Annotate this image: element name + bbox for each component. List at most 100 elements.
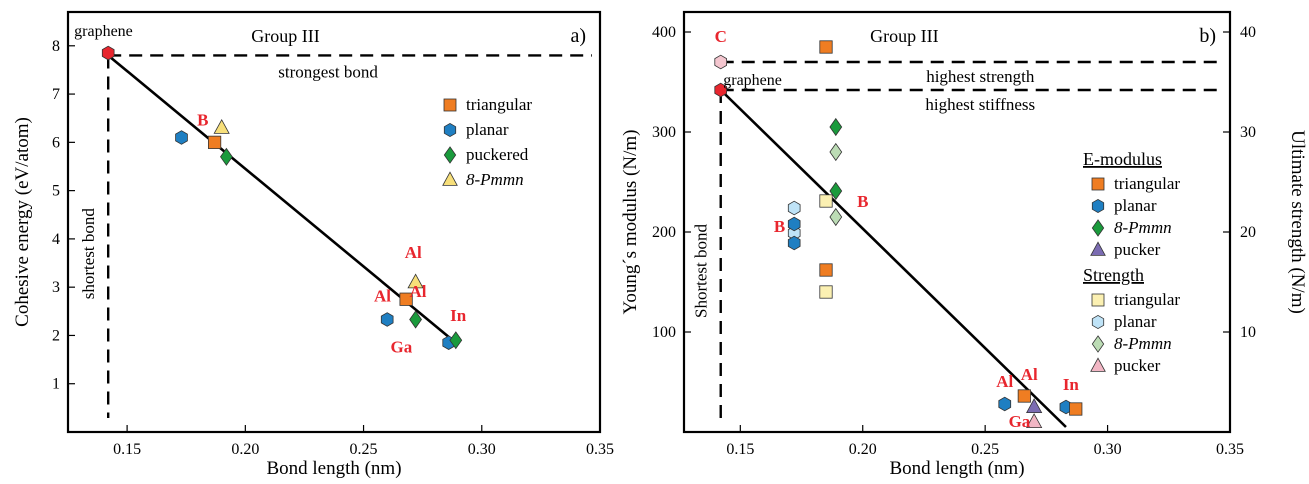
legend-label: 8-Pmmn (466, 170, 524, 189)
y-tick-label: 8 (52, 38, 60, 55)
x-tick-label: 0.20 (231, 441, 259, 458)
point-label: Al (374, 287, 391, 306)
x-axis-label: Bond length (nm) (266, 458, 401, 479)
data-point-s-pucker (1026, 413, 1043, 429)
x-tick-label: 0.30 (1094, 441, 1122, 458)
y-tick-label: 200 (652, 224, 676, 241)
y-tick-label: 2 (52, 327, 60, 344)
plot-frame (682, 10, 1232, 434)
legend-label: planar (1114, 312, 1157, 331)
y-tick-label: 4 (52, 231, 60, 248)
y-tick-label: 7 (52, 86, 60, 103)
y-axis-label: Cohesive energy (eV/atom) (12, 117, 33, 327)
data-point-triangular (207, 135, 222, 149)
point-label: Al (996, 372, 1013, 391)
data-point-puckered (449, 331, 463, 350)
panel-label: a) (570, 25, 586, 47)
legend-label: planar (466, 120, 509, 139)
legend-marker (1091, 335, 1105, 353)
data-point-e-8-pmmn (829, 117, 843, 137)
point-label: graphene (723, 72, 782, 89)
legend-label: triangular (466, 95, 532, 114)
x-tick-label: 0.35 (586, 441, 614, 458)
y2-tick-label: 10 (1240, 324, 1256, 341)
legend-marker (1091, 177, 1105, 191)
data-point-e-8-pmmn (829, 181, 843, 201)
y2-tick-label: 30 (1240, 124, 1256, 141)
point-label: Al (405, 243, 422, 262)
y-axis-label: Young´s modulus (N/m) (620, 130, 641, 315)
x-tick-label: 0.35 (1216, 441, 1244, 458)
legend-label: planar (1114, 196, 1157, 215)
panel-label: b) (1199, 25, 1216, 47)
shortest-bond-label: shortest bond (79, 208, 98, 300)
y2-tick-label: 20 (1240, 224, 1256, 241)
legend-marker (443, 122, 457, 138)
x-tick-label: 0.15 (113, 441, 141, 458)
data-point-e-planar (998, 396, 1012, 412)
data-point-planar (380, 312, 394, 327)
y-tick-label: 3 (52, 279, 60, 296)
legend-marker (443, 98, 457, 112)
data-point-e-planar (787, 235, 801, 251)
data-point-e-triangular (1017, 389, 1031, 403)
data-point-8-pmmn (407, 273, 424, 289)
point-label: graphene (74, 23, 133, 40)
data-point-s-8-pmmn (829, 142, 843, 162)
data-point-e-triangular (819, 40, 833, 54)
shortest-bond-label: Shortest bond (692, 224, 711, 318)
y-tick-label: 1 (52, 376, 60, 393)
point-label: In (1063, 375, 1080, 394)
group-label: Group III (870, 26, 938, 46)
chart-youngs-modulus: 0.15 0.20 0.25 0.30 0.35 100 200 300 400 10 20 30 40… (620, 10, 1308, 479)
point-label: B (197, 110, 208, 129)
legend-label: puckered (466, 145, 529, 164)
legend-marker (1090, 241, 1106, 256)
legend-label: pucker (1114, 240, 1161, 259)
plot-frame (66, 10, 602, 434)
x-tick-label: 0.15 (726, 441, 754, 458)
x-tick-label: 0.25 (350, 441, 378, 458)
legend-section-title: E-modulus (1083, 149, 1162, 169)
y-tick-label: 6 (52, 134, 60, 151)
x-tick-label: 0.25 (971, 441, 999, 458)
group-label: Group III (251, 26, 319, 46)
data-point-c-strength (714, 54, 727, 70)
data-point-s-8-pmmn (829, 207, 843, 227)
point-label: B (857, 192, 868, 211)
data-point-e-pucker (1026, 398, 1043, 414)
data-point-e-planar (787, 216, 801, 232)
strongest-bond-label: strongest bond (278, 62, 378, 81)
y2-tick-label: 40 (1240, 24, 1256, 41)
data-point-triangular (399, 292, 413, 306)
y-tick-label: 100 (652, 324, 676, 341)
reference-label: highest stiffness (925, 95, 1035, 114)
legend-marker (1091, 198, 1105, 214)
data-point-planar (175, 130, 188, 145)
data-point-graphene (101, 45, 115, 61)
legend-a: triangular planar puckered 8-Pmmn (442, 95, 532, 189)
point-label: Al (409, 282, 426, 301)
legend-label: pucker (1114, 356, 1161, 375)
legend-marker (1091, 219, 1105, 237)
legend-marker (1091, 314, 1105, 330)
trend-line (107, 54, 457, 344)
y-tick-label: 400 (652, 24, 676, 41)
data-point-8-pmmn (213, 118, 230, 134)
data-point-e-triangular (1069, 402, 1083, 416)
legend-label: triangular (1114, 290, 1180, 309)
data-point-s-planar (787, 200, 801, 216)
y2-axis-label: Ultimate strength (N/m) (1287, 130, 1308, 314)
legend-section-title: Strength (1083, 265, 1144, 285)
x-tick-label: 0.30 (468, 441, 496, 458)
chart-cohesive-energy: 0.15 0.20 0.25 0.30 0.35 1 2 3 4 5 6 7 8 Bond length … (12, 10, 614, 479)
legend-b: E-modulus triangular planar 8-Pmmn pucker Str… (1083, 149, 1180, 375)
y-tick-label: 5 (52, 183, 60, 200)
y-tick-label: 300 (652, 124, 676, 141)
data-point-e-triangular (819, 263, 833, 277)
point-label: Ga (1009, 412, 1031, 431)
reference-label: highest strength (926, 67, 1035, 86)
x-axis-label: Bond length (nm) (889, 458, 1024, 479)
point-label: C (715, 27, 727, 46)
legend-marker (443, 146, 457, 164)
